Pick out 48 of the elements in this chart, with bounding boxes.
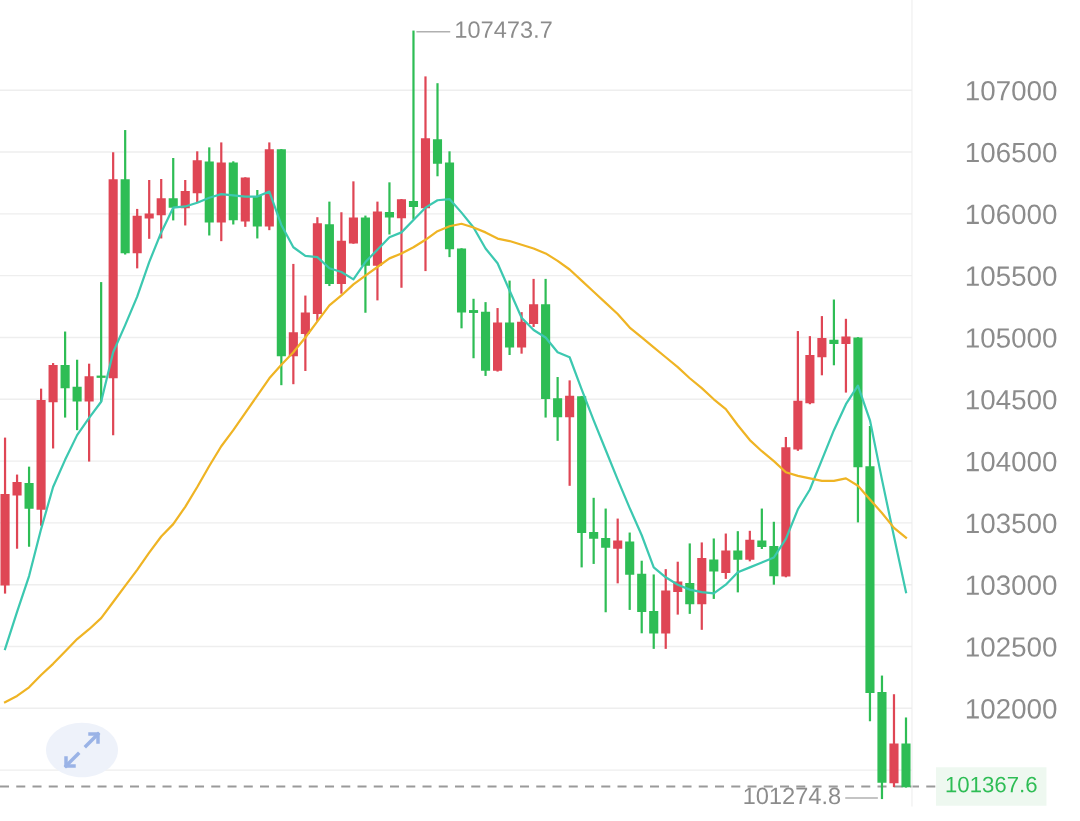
candlestick [613,518,623,584]
line-series [3,222,908,704]
candlestick [12,474,22,549]
candlestick [841,318,851,393]
line-series [3,190,908,651]
candlestick [589,497,599,564]
candlestick [517,312,527,354]
candlestick [96,282,106,402]
candlestick [649,574,659,649]
candlestick [553,377,563,441]
candlestick [733,531,743,593]
candlestick [432,83,443,177]
candlestick [745,530,755,562]
candlestick [84,363,94,462]
candlestick [72,359,82,431]
candlestick [529,278,539,327]
candlestick [408,30,419,220]
candlestick [300,295,310,371]
y-tick-label: 104500 [966,389,1057,410]
candlestick [817,316,827,376]
candlestick [60,331,70,418]
y-tick-label: 102000 [966,698,1057,719]
candlestick [601,508,611,613]
ref-line-label: 101367.6 [946,776,1037,793]
candlestick [565,380,575,486]
y-tick-label: 106500 [966,142,1057,163]
candlestick [396,199,407,288]
candlestick [721,533,731,579]
annotation: 101274.8 [744,787,841,805]
candlestick [384,182,395,235]
y-tick-label: 105500 [966,266,1057,286]
candlestick [757,508,767,549]
candlestick [24,466,34,547]
y-tick-label: 103500 [966,513,1057,534]
y-tick-label: 102500 [966,637,1057,657]
candlestick [709,538,719,599]
candlestick [156,179,166,239]
y-tick-label: 105000 [966,328,1057,348]
y-tick-label: 104000 [966,451,1057,472]
candlestick [144,179,154,239]
candlestick [505,280,515,356]
annotation: 107473.7 [456,21,552,39]
y-tick-label: 106000 [966,204,1057,225]
candlestick [829,299,839,366]
candlestick [168,157,178,221]
y-tick-label: 103000 [966,575,1057,596]
candlestick [468,298,479,359]
y-tick-label: 107000 [966,80,1057,101]
